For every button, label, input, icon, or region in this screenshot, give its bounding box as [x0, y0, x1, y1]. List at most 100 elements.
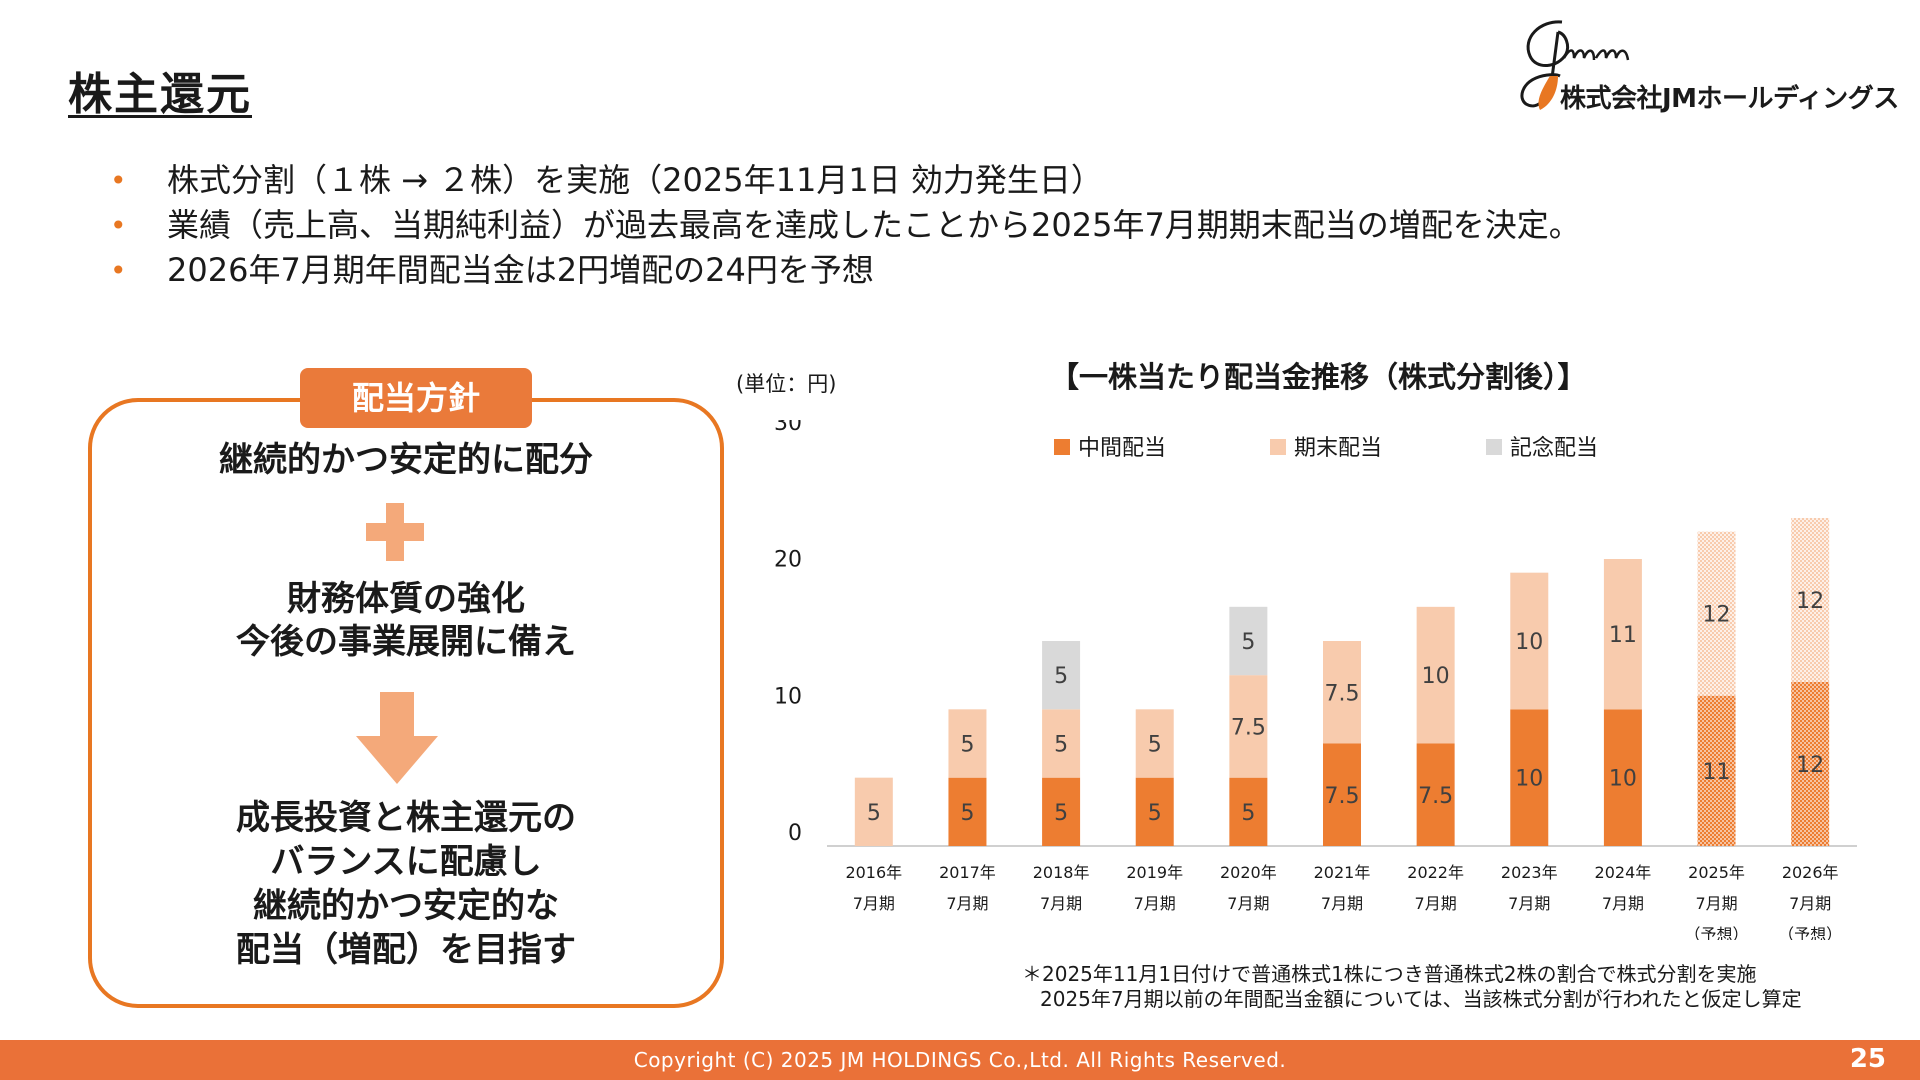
data-label: 7.5 — [1418, 784, 1453, 809]
data-label: 5 — [960, 801, 974, 826]
bullet-marker: • — [110, 164, 127, 197]
bar-segment — [1697, 531, 1736, 696]
legend-label: 記念配当 — [1510, 436, 1599, 461]
data-label: 10 — [1609, 767, 1637, 792]
bar-segment — [1603, 709, 1642, 846]
data-label: 5 — [1054, 801, 1068, 826]
bar-segment — [1416, 743, 1455, 846]
data-label: 11 — [1703, 760, 1731, 785]
legend-item-year-end: 期末配当 — [1270, 430, 1382, 462]
footer-bar: Copyright (C) 2025 JM HOLDINGS Co.,Ltd. … — [0, 1040, 1920, 1080]
legend-item-commemorative: 記念配当 — [1486, 430, 1598, 462]
data-label: 10 — [1515, 767, 1543, 792]
bar-segment — [1135, 709, 1174, 778]
policy-goal: 成長投資と株主還元の — [236, 798, 576, 838]
x-tick-label: 7月期 — [1508, 894, 1550, 913]
x-tick-label: 7月期 — [1227, 894, 1269, 913]
data-label: 7.5 — [1231, 715, 1266, 740]
bullet-item: • 2026年7月期年間配当金は2円増配の24円を予想 — [110, 248, 1870, 293]
bullet-text: 2026年7月期年間配当金は2円増配の24円を予想 — [167, 251, 874, 289]
data-label: 5 — [960, 733, 974, 758]
data-label: 5 — [1241, 801, 1255, 826]
legend-swatch — [1270, 439, 1286, 455]
x-tick-label: 7月期 — [853, 894, 895, 913]
bar-segment — [1135, 777, 1174, 846]
dividend-policy-tag: 配当方針 — [300, 368, 532, 428]
data-label: 7.5 — [1325, 681, 1360, 706]
policy-statement: 継続的かつ安定的に配分 — [219, 440, 593, 480]
data-label: 5 — [1148, 801, 1162, 826]
x-tick-label: 7月期 — [1040, 894, 1082, 913]
bar-segment — [948, 777, 987, 846]
bar-segment — [1323, 743, 1361, 846]
bullet-text: 業績（売上高、当期純利益）が過去最高を達成したことから2025年7月期期末配当の… — [167, 206, 1581, 244]
x-tick-label: （予想） — [1778, 925, 1842, 940]
legend-item-interim: 中間配当 — [1054, 430, 1166, 462]
legend-label: 期末配当 — [1294, 436, 1383, 461]
bar-segment — [1791, 518, 1830, 682]
bar-segment — [1042, 709, 1081, 778]
y-tick-label: 10 — [774, 684, 802, 709]
policy-point: 今後の事業展開に備え — [236, 622, 576, 662]
data-label: 5 — [1054, 664, 1068, 689]
policy-point: 財務体質の強化 — [287, 579, 525, 619]
x-tick-label: 2026年 — [1782, 863, 1839, 882]
bullet-text: 株式分割（１株 → ２株）を実施（2025年11月1日 効力発生日） — [167, 161, 1103, 199]
footnote-line: ＊2025年11月1日付けで普通株式1株につき普通株式2株の割合で株式分割を実施 — [1022, 962, 1757, 986]
x-tick-label: 7月期 — [1695, 894, 1737, 913]
x-tick-label: 2016年 — [845, 863, 902, 882]
x-tick-label: 2017年 — [939, 863, 996, 882]
bar-segment — [854, 777, 893, 846]
data-label: 12 — [1703, 603, 1731, 628]
data-label: 12 — [1796, 589, 1824, 614]
bullet-marker: • — [110, 254, 127, 287]
data-label: 10 — [1515, 630, 1543, 655]
x-tick-label: 7月期 — [1321, 894, 1363, 913]
policy-goal: バランスに配慮し — [270, 842, 542, 882]
bullet-marker: • — [110, 209, 127, 242]
x-tick-label: 2020年 — [1220, 863, 1277, 882]
x-tick-label: 7月期 — [1602, 894, 1644, 913]
bar-segment — [948, 709, 987, 778]
data-label: 7.5 — [1325, 784, 1360, 809]
x-tick-label: （予想） — [1685, 925, 1749, 940]
data-label: 5 — [1241, 630, 1255, 655]
bar-segment — [1229, 675, 1268, 778]
footnote: ＊2025年11月1日付けで普通株式1株につき普通株式2株の割合で株式分割を実施… — [1022, 962, 1802, 1012]
plus-icon — [366, 503, 424, 561]
bar-segment — [1510, 572, 1549, 710]
x-tick-label: 2018年 — [1033, 863, 1090, 882]
data-label: 5 — [1054, 733, 1068, 758]
x-tick-label: 2024年 — [1595, 863, 1652, 882]
bar-segment — [1416, 606, 1455, 744]
legend-swatch — [1054, 439, 1070, 455]
data-label: 12 — [1796, 753, 1824, 778]
x-tick-label: 7月期 — [1415, 894, 1457, 913]
y-tick-label: 20 — [774, 548, 802, 573]
legend-label: 中間配当 — [1078, 436, 1167, 461]
bar-segment — [1323, 641, 1361, 744]
legend-swatch — [1486, 439, 1502, 455]
bar-segment — [1229, 777, 1268, 846]
x-tick-label: 2021年 — [1314, 863, 1371, 882]
policy-goal: 継続的かつ安定的な — [253, 886, 559, 926]
company-logo-text: 株式会社JMホールディングス — [1560, 84, 1899, 114]
page-title: 株主還元 — [68, 69, 252, 120]
x-tick-label: 2019年 — [1126, 863, 1183, 882]
bullet-item: • 株式分割（１株 → ２株）を実施（2025年11月1日 効力発生日） — [110, 158, 1870, 203]
x-tick-label: 7月期 — [1134, 894, 1176, 913]
bar-segment — [1229, 606, 1268, 676]
x-tick-label: 2023年 — [1501, 863, 1558, 882]
policy-goal: 配当（増配）を目指す — [236, 930, 576, 970]
bar-segment — [1697, 695, 1736, 846]
bullet-list: • 株式分割（１株 → ２株）を実施（2025年11月1日 効力発生日） • 業… — [110, 158, 1870, 293]
bar-segment — [1042, 777, 1081, 846]
x-tick-label: 2025年 — [1688, 863, 1745, 882]
y-tick-label: 30 — [774, 420, 802, 436]
x-tick-label: 7月期 — [1789, 894, 1831, 913]
copyright-text: Copyright (C) 2025 JM HOLDINGS Co.,Ltd. … — [633, 1048, 1287, 1072]
company-logo-icon — [1520, 20, 1630, 110]
bar-segment — [1791, 682, 1830, 846]
footnote-line: 2025年7月期以前の年間配当金額については、当該株式分割が行われたと仮定し算定 — [1040, 987, 1802, 1011]
bar-segment — [1042, 641, 1081, 710]
